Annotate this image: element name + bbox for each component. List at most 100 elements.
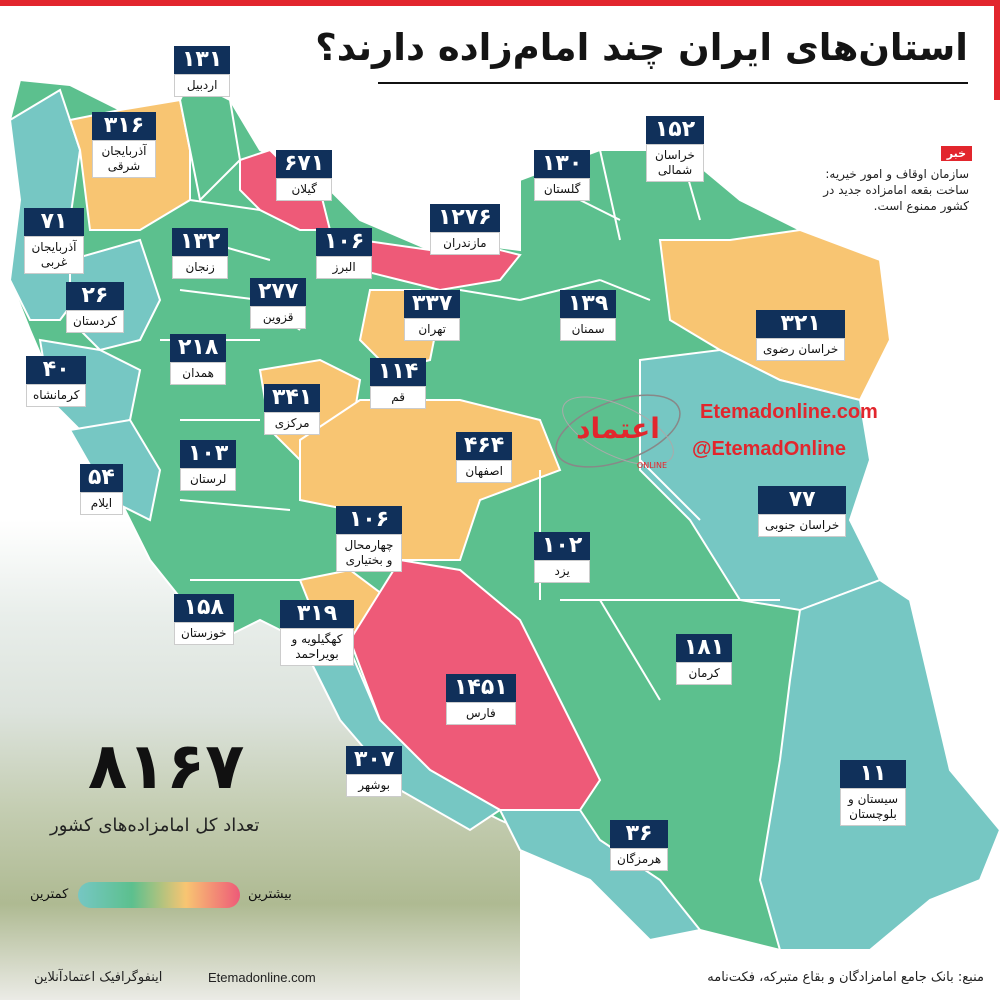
province-count: ۷۱ [24, 208, 84, 236]
province-label-gilan: ۶۷۱ گیلان [276, 150, 333, 201]
province-count: ۱۸۱ [676, 634, 733, 662]
province-name: آذربایجان شرقی [92, 140, 156, 178]
province-hormozgan [498, 809, 702, 942]
brand-handle: @EtemadOnline [692, 438, 846, 460]
province-name: البرز [316, 256, 373, 279]
province-name: همدان [170, 362, 227, 385]
province-name: گیلان [276, 178, 333, 201]
province-label-markazi: ۳۴۱ مرکزی [264, 384, 321, 435]
province-name: زنجان [172, 256, 229, 279]
page-title: استان‌های ایران چند امام‌زاده دارند؟ [315, 26, 968, 69]
footer-source: منبع: بانک جامع امامزادگان و بقاع متبرکه… [707, 970, 984, 985]
province-label-hormozgan: ۳۶ هرمزگان [610, 820, 669, 871]
province-count: ۳۳۷ [404, 290, 461, 318]
province-count: ۴۶۴ [456, 432, 513, 460]
logo-text: اعتماد [576, 412, 660, 445]
province-name: مرکزی [264, 412, 321, 435]
province-name: خراسان رضوی [756, 338, 846, 361]
province-count: ۳۱۶ [92, 112, 156, 140]
legend-high-label: بیشترین [248, 887, 292, 902]
province-name: خراسان شمالی [646, 144, 704, 182]
legend-low-label: کمترین [30, 887, 69, 902]
province-name: هرمزگان [610, 848, 669, 871]
province-name: سیستان و بلوچستان [840, 788, 906, 826]
province-name: کهگیلویه و بویراحمد [280, 628, 354, 666]
province-label-mazandaran: ۱۲۷۶ مازندران [430, 204, 500, 255]
logo-sub-text: ONLINE [637, 461, 667, 470]
province-count: ۲۱۸ [170, 334, 227, 362]
province-label-chaharmahal: ۱۰۶ چهارمحال و بختیاری [336, 506, 402, 572]
footer-site: Etemadonline.com [208, 970, 316, 985]
province-label-ilam: ۵۴ ایلام [80, 464, 123, 515]
total-count: ۸۱۶۷ [88, 730, 245, 804]
total-caption: تعداد کل امامزاده‌های کشور [50, 815, 260, 836]
province-count: ۳۶ [610, 820, 669, 848]
province-name: فارس [446, 702, 516, 725]
province-count: ۱۵۲ [646, 116, 704, 144]
province-label-qom: ۱۱۴ قم [370, 358, 427, 409]
province-label-yazd: ۱۰۲ یزد [534, 532, 591, 583]
province-name: یزد [534, 560, 591, 583]
province-count: ۱۲۷۶ [430, 204, 500, 232]
province-count: ۱۰۶ [336, 506, 402, 534]
province-label-lorestan: ۱۰۳ لرستان [180, 440, 237, 491]
province-count: ۶۷۱ [276, 150, 333, 178]
etemad-logo: اعتماد ONLINE [555, 394, 681, 470]
title-underline [378, 82, 968, 84]
province-count: ۲۶ [66, 282, 124, 310]
province-count: ۱۰۳ [180, 440, 237, 468]
province-name: ایلام [80, 492, 123, 515]
province-south-khorasan [639, 348, 882, 612]
province-label-ardabil: ۱۳۱ اردبیل [174, 46, 231, 97]
province-name: گلستان [534, 178, 591, 201]
province-label-north-khorasan: ۱۵۲ خراسان شمالی [646, 116, 704, 182]
province-count: ۳۰۷ [346, 746, 403, 774]
province-label-east-azerbaijan: ۳۱۶ آذربایجان شرقی [92, 112, 156, 178]
province-label-semnan: ۱۳۹ سمنان [560, 290, 617, 341]
province-label-zanjan: ۱۳۲ زنجان [172, 228, 229, 279]
province-name: تهران [404, 318, 461, 341]
province-label-south-khorasan: ۷۷ خراسان جنوبی [758, 486, 847, 537]
province-name: بوشهر [346, 774, 403, 797]
footer-credit: اینفوگرافیک اعتمادآنلاین [34, 970, 163, 985]
province-count: ۱۰۲ [534, 532, 591, 560]
province-name: خراسان جنوبی [758, 514, 847, 537]
province-name: کرمان [676, 662, 733, 685]
top-accent-bar [0, 0, 1000, 6]
province-name: آذربایجان غربی [24, 236, 84, 274]
province-name: مازندران [430, 232, 500, 255]
province-label-kohgiluyeh: ۳۱۹ کهگیلویه و بویراحمد [280, 600, 354, 666]
province-count: ۱۳۲ [172, 228, 229, 256]
province-count: ۷۷ [758, 486, 847, 514]
province-label-razavi-khorasan: ۳۲۱ خراسان رضوی [756, 310, 846, 361]
province-label-kurdistan: ۲۶ کردستان [66, 282, 124, 333]
province-name: کردستان [66, 310, 124, 333]
province-name: لرستان [180, 468, 237, 491]
province-name: قم [370, 386, 427, 409]
province-name: اردبیل [174, 74, 231, 97]
province-count: ۳۱۹ [280, 600, 354, 628]
province-label-hamadan: ۲۱۸ همدان [170, 334, 227, 385]
province-mazandaran [327, 228, 522, 292]
brand-website: Etemadonline.com [700, 401, 878, 423]
province-name: اصفهان [456, 460, 513, 483]
province-label-qazvin: ۲۷۷ قزوین [250, 278, 307, 329]
province-name: چهارمحال و بختیاری [336, 534, 402, 572]
province-count: ۱۳۹ [560, 290, 617, 318]
province-count: ۱۰۶ [316, 228, 373, 256]
province-label-golestan: ۱۳۰ گلستان [534, 150, 591, 201]
province-label-fars: ۱۴۵۱ فارس [446, 674, 516, 725]
news-text: سازمان اوقاف و امور خیریه: ساخت بقعه اما… [796, 164, 972, 216]
province-count: ۳۲۱ [756, 310, 846, 338]
province-count: ۲۷۷ [250, 278, 307, 306]
province-count: ۱۴۵۱ [446, 674, 516, 702]
province-label-khuzestan: ۱۵۸ خوزستان [174, 594, 234, 645]
province-label-west-azerbaijan: ۷۱ آذربایجان غربی [24, 208, 84, 274]
province-name: کرمانشاه [26, 384, 87, 407]
province-label-bushehr: ۳۰۷ بوشهر [346, 746, 403, 797]
province-count: ۵۴ [80, 464, 123, 492]
province-count: ۱۱۴ [370, 358, 427, 386]
color-legend-bar [78, 882, 240, 908]
province-label-kerman: ۱۸۱ کرمان [676, 634, 733, 685]
province-count: ۱۳۱ [174, 46, 231, 74]
